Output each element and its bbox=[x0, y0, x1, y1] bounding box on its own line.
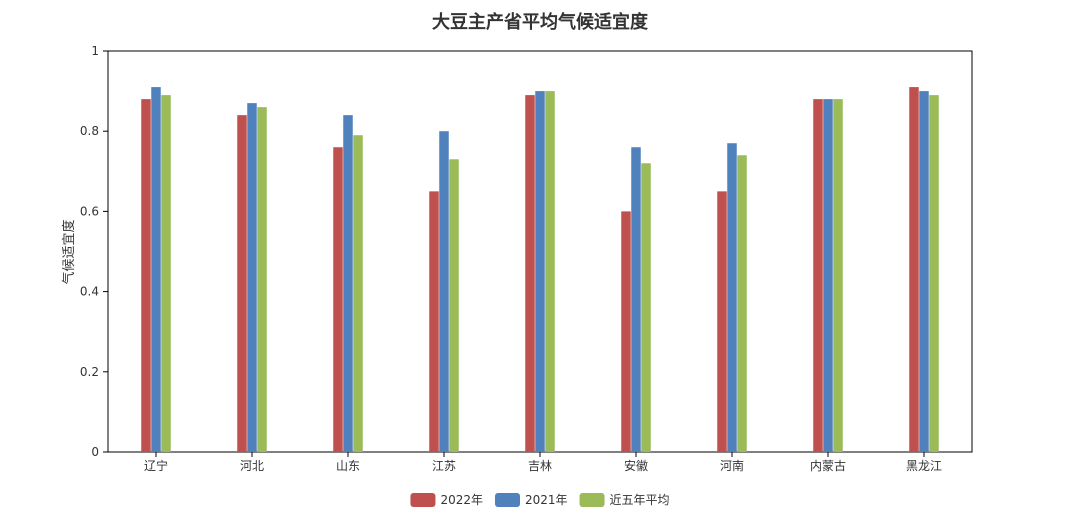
legend-item[interactable]: 2022年 bbox=[410, 493, 483, 507]
legend-item[interactable]: 近五年平均 bbox=[579, 493, 670, 507]
legend-swatch bbox=[579, 493, 605, 507]
y-tick-label: 0.6 bbox=[80, 204, 99, 218]
y-axis-label: 气候适宜度 bbox=[61, 219, 77, 284]
y-tick-label: 0.4 bbox=[80, 285, 99, 299]
bar-黑龙江-近五年平均 bbox=[929, 95, 939, 453]
bar-河北-近五年平均 bbox=[257, 107, 267, 452]
bar-内蒙古-2021年 bbox=[823, 99, 833, 453]
bar-吉林-近五年平均 bbox=[545, 91, 555, 452]
bar-山东-2022年 bbox=[333, 147, 343, 453]
x-tick-label: 河南 bbox=[720, 458, 744, 473]
bar-内蒙古-近五年平均 bbox=[833, 99, 843, 453]
bar-辽宁-2022年 bbox=[141, 99, 151, 453]
x-tick-label: 江苏 bbox=[432, 459, 456, 473]
chart-title: 大豆主产省平均气候适宜度 bbox=[432, 11, 649, 33]
legend-label: 2021年 bbox=[525, 493, 568, 507]
bar-安徽-2021年 bbox=[631, 147, 641, 453]
bar-内蒙古-2022年 bbox=[813, 99, 823, 453]
x-axis: 辽宁 河北 山东 江苏 吉林 安徽 河南 内蒙古 黑龙江 bbox=[144, 452, 942, 473]
legend-swatch bbox=[410, 493, 436, 507]
x-tick-label: 河北 bbox=[240, 459, 264, 473]
bar-安徽-2022年 bbox=[621, 211, 631, 452]
bar-江苏-近五年平均 bbox=[449, 159, 459, 452]
x-tick-label: 黑龙江 bbox=[906, 459, 942, 473]
y-tick-label: 1 bbox=[91, 44, 99, 58]
bar-辽宁-2021年 bbox=[151, 87, 161, 452]
bar-河北-2022年 bbox=[237, 115, 247, 452]
legend-item[interactable]: 2021年 bbox=[494, 493, 568, 507]
bar-河南-2022年 bbox=[717, 191, 727, 452]
y-axis: 0 0.2 0.4 0.6 0.8 1 bbox=[80, 44, 108, 459]
bar-黑龙江-2021年 bbox=[919, 91, 929, 452]
legend: 2022年 2021年 近五年平均 bbox=[410, 493, 670, 507]
bar-江苏-2021年 bbox=[439, 131, 449, 452]
bar-山东-2021年 bbox=[343, 115, 353, 452]
x-tick-label: 安徽 bbox=[624, 458, 648, 473]
legend-swatch bbox=[494, 493, 520, 507]
bar-山东-近五年平均 bbox=[353, 135, 363, 452]
y-tick-label: 0 bbox=[91, 445, 99, 459]
x-tick-label: 内蒙古 bbox=[810, 458, 846, 473]
bar-河南-2021年 bbox=[727, 143, 737, 453]
bar-黑龙江-2022年 bbox=[909, 87, 919, 452]
x-tick-label: 山东 bbox=[336, 459, 360, 473]
bar-河北-2021年 bbox=[247, 103, 257, 452]
x-tick-label: 吉林 bbox=[528, 459, 552, 473]
bar-河南-近五年平均 bbox=[737, 155, 747, 452]
legend-label: 2022年 bbox=[440, 493, 483, 507]
x-tick-label: 辽宁 bbox=[144, 458, 168, 473]
y-tick-label: 0.8 bbox=[80, 124, 99, 138]
legend-label: 近五年平均 bbox=[610, 493, 670, 507]
bar-吉林-2021年 bbox=[535, 91, 545, 452]
y-tick-label: 0.2 bbox=[80, 365, 99, 379]
bars-layer bbox=[141, 87, 939, 453]
bar-安徽-近五年平均 bbox=[641, 163, 651, 452]
bar-江苏-2022年 bbox=[429, 191, 439, 452]
bar-辽宁-近五年平均 bbox=[161, 95, 171, 453]
bar-吉林-2022年 bbox=[525, 95, 535, 453]
